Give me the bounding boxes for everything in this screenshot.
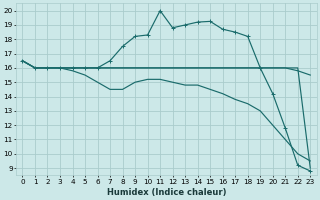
X-axis label: Humidex (Indice chaleur): Humidex (Indice chaleur) — [107, 188, 226, 197]
